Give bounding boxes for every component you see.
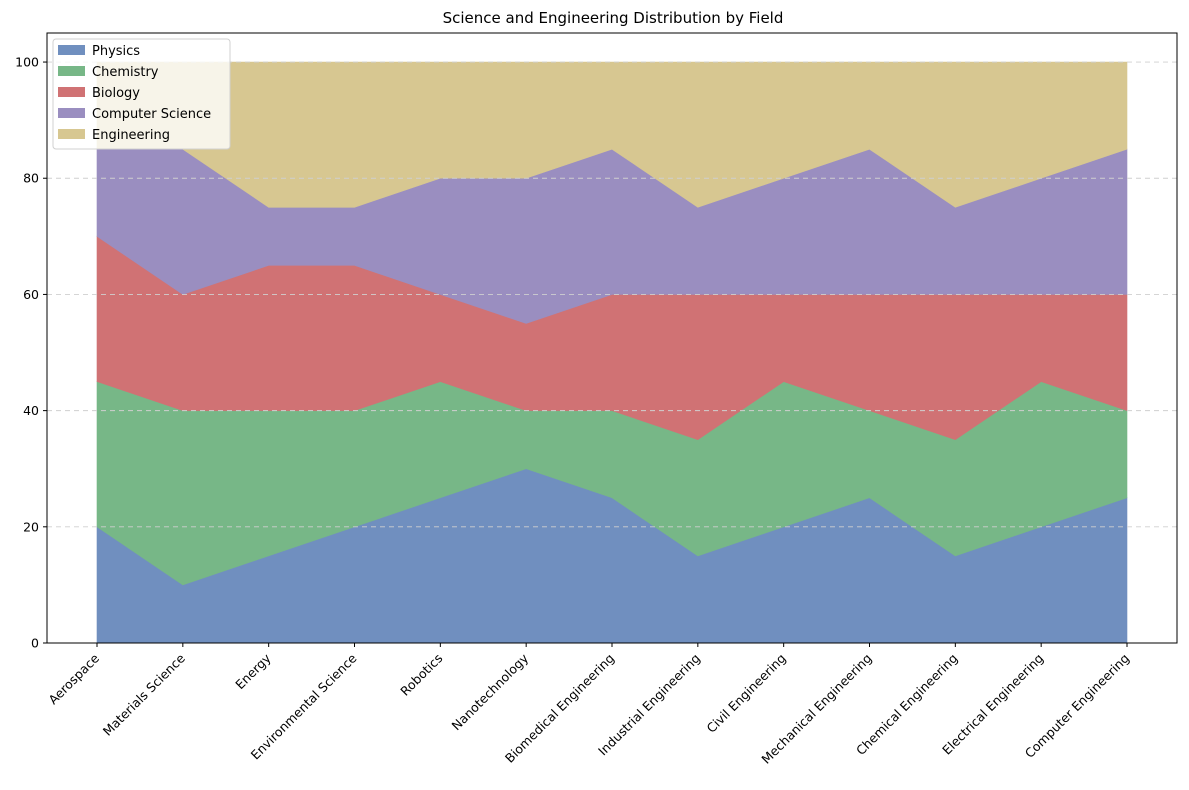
legend: Physics Chemistry Biology Computer Science E… <box>53 39 230 149</box>
x-tick-label: Nanotechnology <box>449 650 532 733</box>
y-tick-label: 60 <box>23 287 39 302</box>
legend-swatch-chemistry <box>58 66 85 76</box>
legend-label-chemistry: Chemistry <box>92 65 159 80</box>
chart-title: Science and Engineering Distribution by … <box>443 9 784 27</box>
y-tick-label: 100 <box>15 55 39 70</box>
x-tick-label: Materials Science <box>100 650 188 738</box>
legend-label-computer-science: Computer Science <box>92 107 211 122</box>
legend-label-engineering: Engineering <box>92 128 170 143</box>
legend-swatch-biology <box>58 87 85 97</box>
x-tick-label: Robotics <box>397 651 445 699</box>
y-tick-label: 20 <box>23 519 39 534</box>
legend-swatch-engineering <box>58 129 85 139</box>
y-tick-label: 40 <box>23 403 39 418</box>
x-tick-label: Aerospace <box>45 650 102 707</box>
x-tick-label: Energy <box>232 650 274 692</box>
y-tick-label: 0 <box>31 636 39 651</box>
legend-swatch-computer-science <box>58 108 85 118</box>
legend-label-biology: Biology <box>92 86 140 101</box>
legend-swatch-physics <box>58 45 85 55</box>
stacked-areas <box>97 62 1127 643</box>
legend-label-physics: Physics <box>92 44 140 59</box>
y-tick-label: 80 <box>23 171 39 186</box>
x-tick-label: Civil Engineering <box>704 651 789 736</box>
